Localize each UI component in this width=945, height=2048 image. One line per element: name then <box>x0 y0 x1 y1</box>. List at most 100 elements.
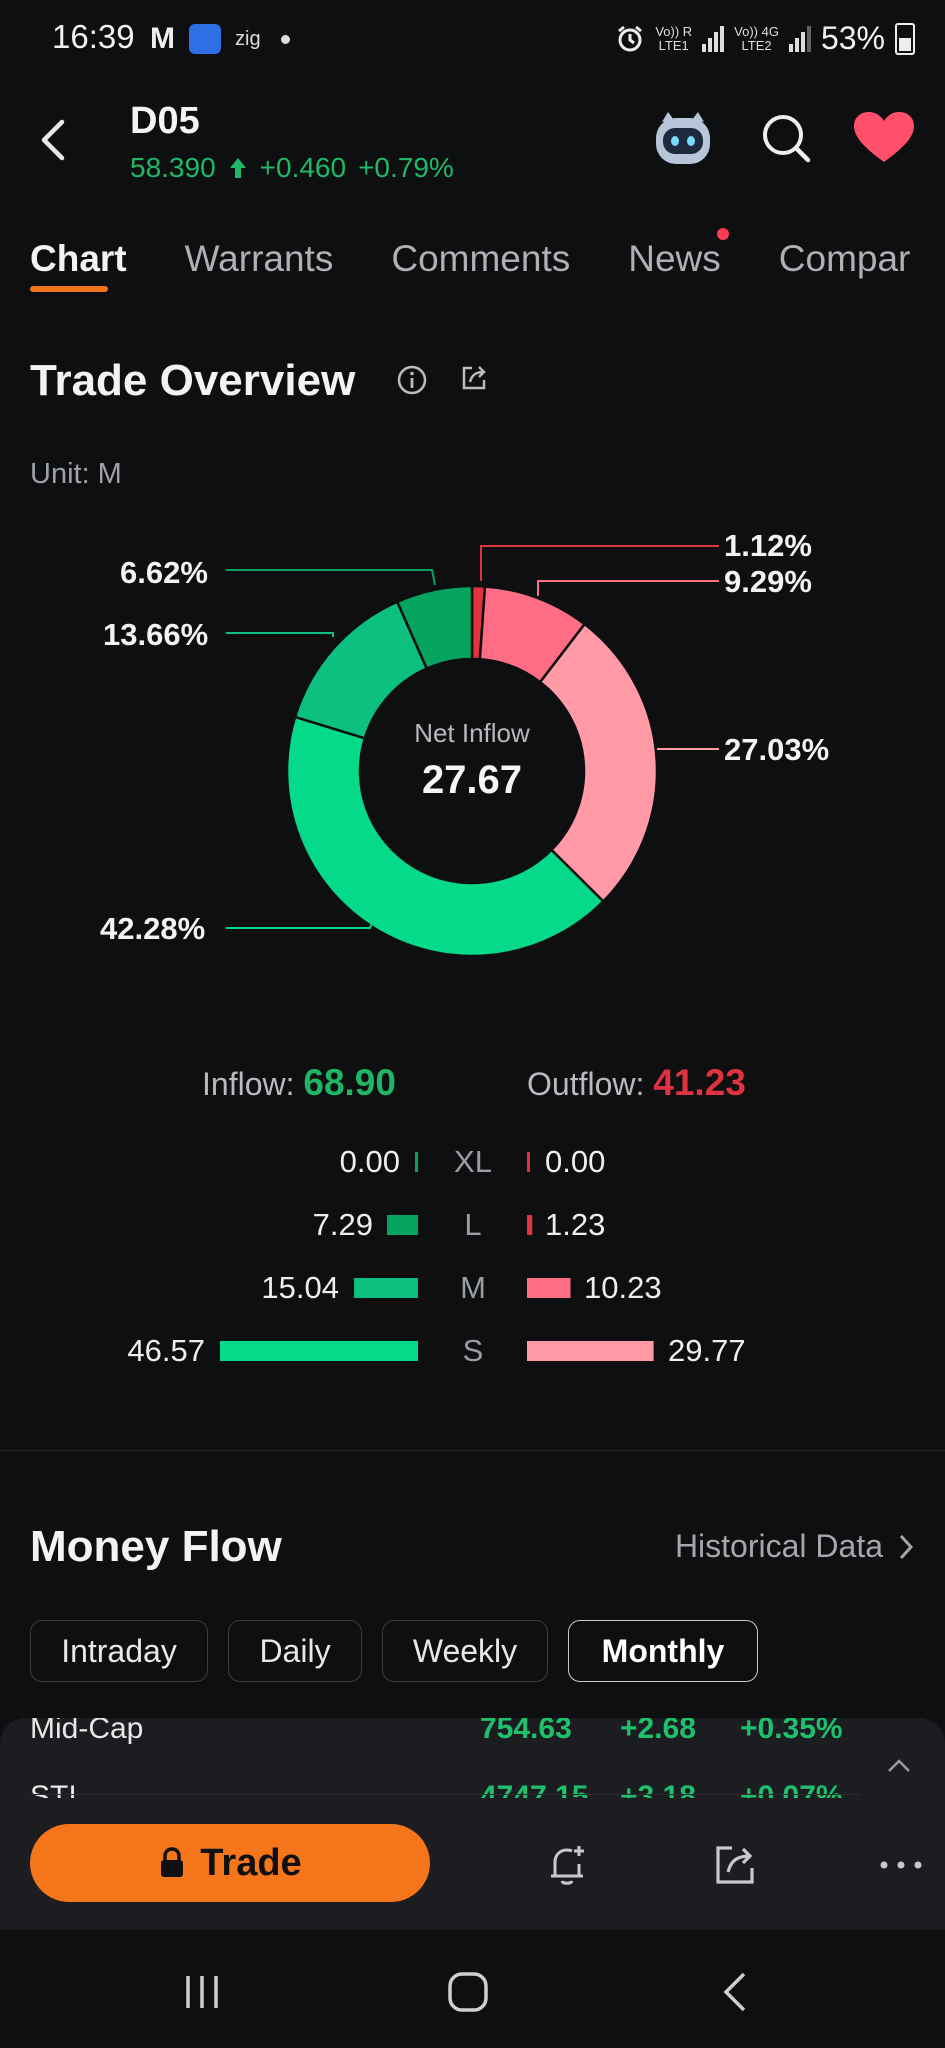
app-notification-icon <box>189 24 221 54</box>
inflow-bar-s <box>220 1341 418 1361</box>
period-monthly-button[interactable]: Monthly <box>568 1620 758 1682</box>
signal-1-icon <box>702 25 725 52</box>
alarm-icon <box>618 25 643 51</box>
detail-tabs: Chart Warrants Comments News Compar <box>30 228 945 292</box>
section-divider <box>0 1450 945 1451</box>
stock-quote: 58.390 +0.460 +0.79% <box>130 152 454 184</box>
outflow-bar-m <box>527 1278 571 1298</box>
inflow-xl-value: 0.00 <box>339 1144 400 1179</box>
period-weekly-button[interactable]: Weekly <box>382 1620 548 1682</box>
inflow-l-value: 7.29 <box>312 1207 373 1242</box>
donut-slice-inflow-l <box>395 584 474 671</box>
tab-news[interactable]: News <box>628 228 729 280</box>
flow-bars-chart <box>220 1152 654 1361</box>
lock-icon <box>161 1847 184 1877</box>
slice-label-inflow-s: 42.28% <box>100 911 206 946</box>
outflow-label: Outflow: <box>527 1066 654 1102</box>
chevron-right-icon <box>899 1534 914 1559</box>
status-bar: 16:39 M zig Vo)) R LTE1 Vo)) 4G LTE2 53% <box>0 0 945 80</box>
news-unread-dot <box>716 228 729 240</box>
unit-label: Unit: M <box>30 458 122 490</box>
donut-center-value: 27.67 <box>421 758 523 802</box>
donut-slice-outflow-s <box>538 622 659 904</box>
trade-button[interactable]: Trade <box>30 1824 430 1902</box>
category-s: S <box>462 1333 484 1368</box>
tab-news-label: News <box>628 238 721 279</box>
inflow-value: 68.90 <box>303 1062 396 1103</box>
outflow-xl-value: 0.00 <box>545 1144 606 1179</box>
index-row-midcap: Mid-Cap 754.63 +2.68 +0.35% <box>30 1718 860 1746</box>
up-arrow-icon <box>229 158 246 178</box>
status-notification-icons: M zig <box>150 22 290 56</box>
tab-company[interactable]: Compar <box>778 238 911 279</box>
stock-price: 58.390 <box>130 152 216 183</box>
inflow-s-value: 46.57 <box>127 1333 205 1368</box>
inflow-summary: Inflow: 68.90 <box>202 1062 396 1104</box>
share-icon[interactable] <box>458 362 490 394</box>
index-value: 754.63 <box>480 1718 572 1745</box>
inflow-bar-l <box>387 1215 418 1235</box>
tab-comments[interactable]: Comments <box>391 238 571 279</box>
slice-label-outflow-s: 27.03% <box>724 732 830 767</box>
stock-ticker: D05 <box>130 100 200 142</box>
tab-warrants[interactable]: Warrants <box>184 238 334 279</box>
system-navigation-bar <box>0 1930 945 2048</box>
inflow-label: Inflow: <box>202 1066 304 1102</box>
battery-icon <box>895 22 915 55</box>
search-icon[interactable] <box>758 110 814 166</box>
trade-overview-title: Trade Overview <box>30 356 356 405</box>
outflow-l-value: 1.23 <box>545 1207 606 1242</box>
outflow-m-value: 10.23 <box>584 1270 662 1305</box>
home-icon[interactable] <box>446 1970 490 2014</box>
outflow-s-value: 29.77 <box>668 1333 746 1368</box>
leader-line <box>480 545 719 581</box>
period-daily-button[interactable]: Daily <box>228 1620 362 1682</box>
stock-change-pct: +0.79% <box>358 152 454 183</box>
outflow-bar-xl <box>527 1152 530 1172</box>
trade-overview-donut-chart <box>226 545 719 958</box>
index-change-pct: +0.35% <box>740 1718 843 1745</box>
slice-label-outflow-l: 1.12% <box>724 528 812 563</box>
donut-center-label: Net Inflow <box>414 718 530 748</box>
chevron-up-icon[interactable] <box>886 1756 912 1774</box>
battery-percent: 53% <box>820 20 885 56</box>
leader-line <box>226 912 377 929</box>
status-time: 16:39 <box>52 18 135 55</box>
index-change: +2.68 <box>620 1718 696 1745</box>
inflow-bar-xl <box>415 1152 418 1172</box>
more-options-icon[interactable] <box>876 1840 926 1890</box>
leader-line <box>226 632 334 637</box>
outflow-bar-l <box>527 1215 533 1235</box>
back-arrow-icon[interactable] <box>30 110 80 170</box>
outflow-summary: Outflow: 41.23 <box>527 1062 746 1104</box>
outflow-value: 41.23 <box>653 1062 746 1103</box>
favorite-heart-icon[interactable] <box>852 110 916 166</box>
ai-assistant-robot-icon[interactable] <box>648 108 718 168</box>
leader-line <box>537 580 719 596</box>
panel-divider <box>30 1794 860 1795</box>
historical-data-link[interactable]: Historical Data <box>675 1528 915 1565</box>
historical-data-label: Historical Data <box>674 1528 883 1564</box>
category-xl: XL <box>454 1144 492 1179</box>
status-system-icons: Vo)) R LTE1 Vo)) 4G LTE2 53% <box>615 20 915 57</box>
tab-chart[interactable]: Chart <box>30 238 127 292</box>
signal-2-icon <box>788 25 811 52</box>
stock-change: +0.460 <box>259 152 347 183</box>
system-back-icon[interactable] <box>716 1970 760 2014</box>
gmail-icon: M <box>150 22 175 55</box>
leader-line <box>226 569 436 586</box>
period-intraday-button[interactable]: Intraday <box>30 1620 208 1682</box>
index-name: Mid-Cap <box>30 1718 144 1745</box>
outflow-bar-s <box>527 1341 654 1361</box>
slice-label-inflow-l: 6.62% <box>120 555 208 590</box>
info-icon[interactable] <box>396 364 428 396</box>
zig-icon: zig <box>235 27 261 50</box>
sim2-network-label: Vo)) 4G LTE2 <box>734 23 779 53</box>
recent-apps-icon[interactable] <box>180 1970 224 2014</box>
slice-label-inflow-m: 13.66% <box>103 617 209 652</box>
category-l: L <box>464 1207 482 1242</box>
share-icon[interactable] <box>710 1840 760 1890</box>
money-flow-title: Money Flow <box>30 1522 282 1571</box>
add-alert-bell-icon[interactable] <box>543 1840 593 1890</box>
slice-label-outflow-m: 9.29% <box>724 564 812 599</box>
